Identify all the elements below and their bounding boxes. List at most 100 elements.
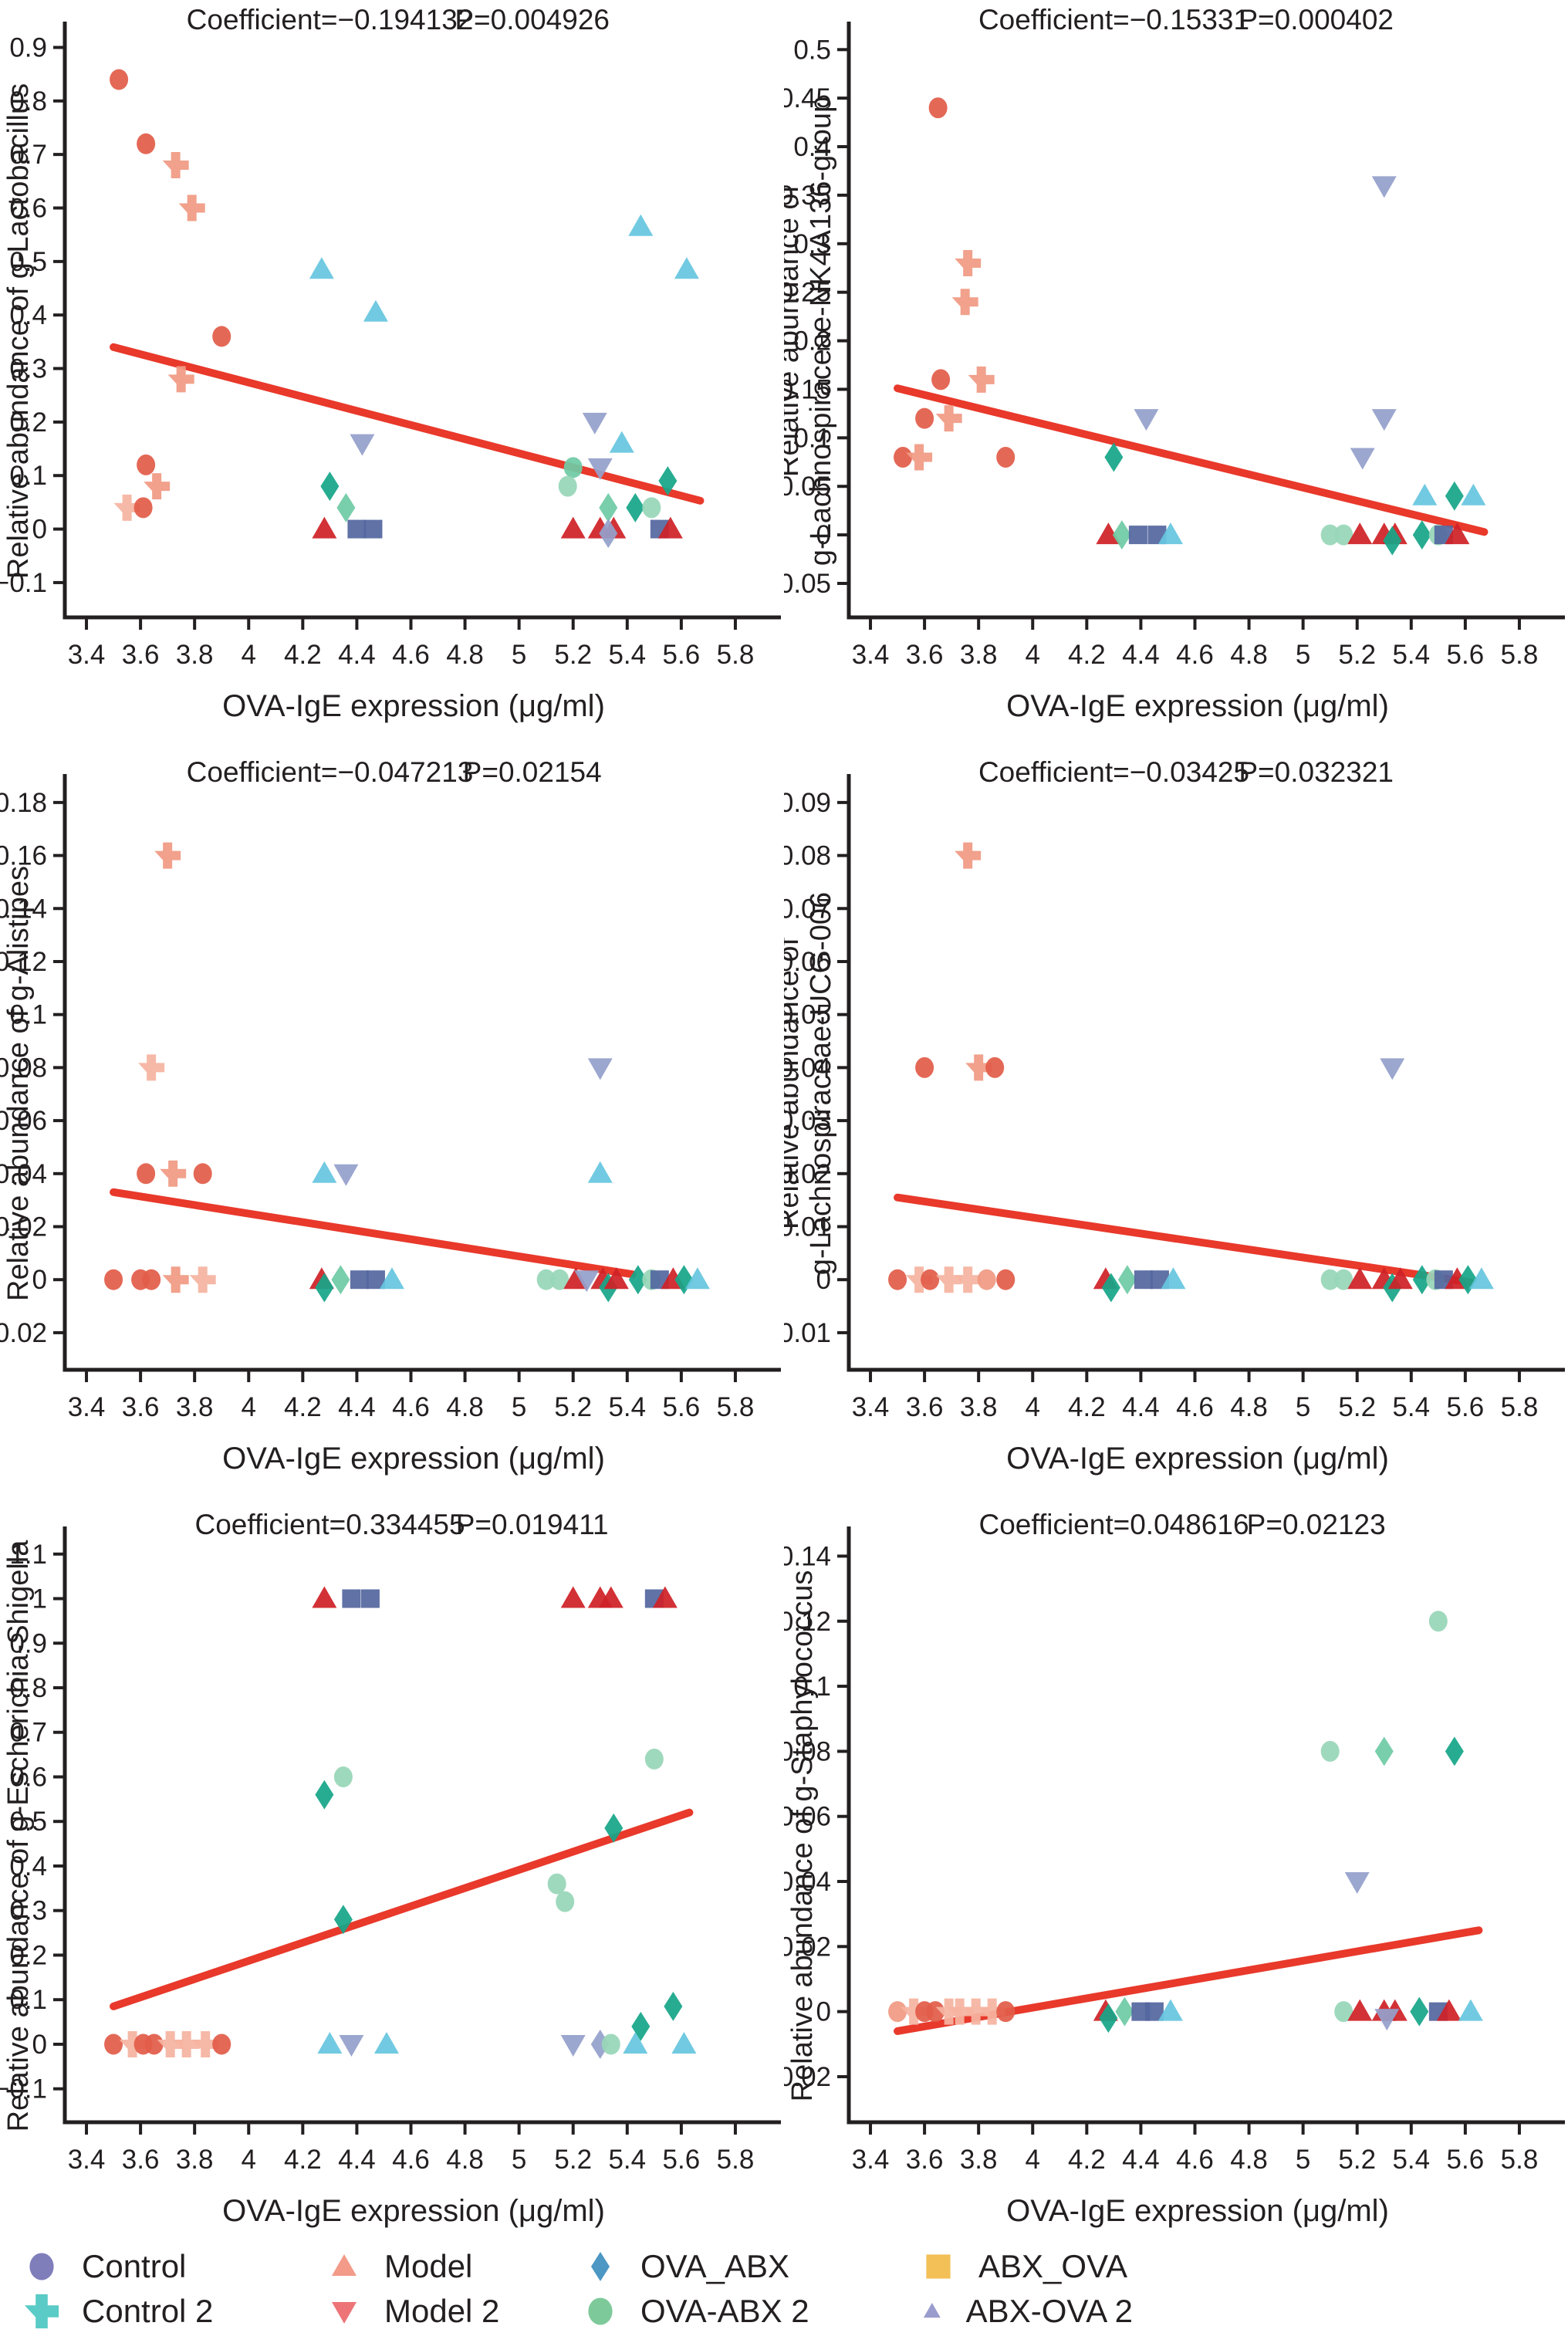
y-tick-label: 0.12 — [0, 947, 47, 977]
panel-pvalue-label: P=0.019411 — [456, 1509, 609, 1540]
x-tick-label: 3.8 — [176, 1392, 214, 1422]
legend-item-control-2: Control 2 — [22, 2291, 324, 2331]
y-tick-label: 0.06 — [784, 1802, 831, 1832]
circle-icon — [588, 2297, 613, 2325]
data-point — [1157, 1999, 1183, 2021]
y-tick-label: 0.1 — [9, 1000, 47, 1030]
data-point — [985, 1056, 1005, 1078]
y-tick-label: 0.01 — [784, 1212, 831, 1242]
y-tick-label: 0.2 — [9, 1940, 47, 1970]
y-tick-label: −0.01 — [784, 1318, 831, 1348]
y-tick-label: 0.06 — [0, 1106, 47, 1136]
x-axis-title: OVA-IgE expression (μg/ml) — [1006, 2194, 1389, 2228]
data-point — [360, 1589, 380, 1608]
x-tick-label: 4.8 — [446, 2145, 484, 2175]
y-tick-label: 0.08 — [0, 1053, 47, 1083]
y-tick-label: 0.02 — [784, 1159, 831, 1189]
diamond-icon — [591, 2252, 610, 2281]
x-tick-label: 5.2 — [554, 1392, 592, 1422]
x-tick-label: 5.6 — [663, 1392, 701, 1422]
legend-item-ova-abx-2: OVA-ABX 2 — [580, 2291, 918, 2331]
data-point — [312, 1161, 337, 1183]
x-tick-label: 3.8 — [960, 2145, 998, 2175]
x-tick-label: 3.4 — [852, 2145, 890, 2175]
data-point — [113, 494, 140, 521]
data-point — [1350, 448, 1375, 470]
data-point — [157, 2030, 184, 2057]
x-tick-label: 5.2 — [1338, 640, 1376, 670]
data-point — [1374, 1736, 1394, 1766]
data-point — [104, 2033, 123, 2055]
data-point — [144, 473, 171, 500]
y-tick-label: 0 — [32, 515, 47, 545]
y-tick-label: 0.04 — [784, 1053, 831, 1083]
x-tick-label: 4.2 — [284, 1392, 322, 1422]
x-tick-label: 5.4 — [1392, 2145, 1430, 2175]
legend-label: Control 2 — [82, 2293, 214, 2329]
x-tick-label: 3.8 — [176, 640, 214, 670]
square-icon — [926, 2254, 951, 2279]
x-tick-label: 4.4 — [338, 2145, 376, 2175]
x-tick-label: 4 — [1026, 2145, 1040, 2175]
y-tick-label: 0.4 — [9, 1851, 47, 1881]
y-tick-label: 0.09 — [784, 788, 831, 818]
y-tick-label: 0.04 — [784, 1867, 831, 1897]
circle-legend-icon — [588, 2297, 613, 2325]
y-tick-label: 0.2 — [9, 407, 47, 438]
data-point — [921, 1269, 940, 1290]
data-point — [1468, 1267, 1494, 1290]
y-axis-title: g-Lachnospiraceae-NK4A136-group — [805, 96, 837, 566]
data-point — [1461, 483, 1486, 505]
data-point — [996, 1269, 1015, 1290]
data-point — [623, 2031, 648, 2054]
x-tick-label: 4.4 — [1122, 2145, 1160, 2175]
data-point — [1101, 1273, 1120, 1303]
y-tick-label: 0.3 — [9, 1896, 47, 1926]
data-point — [888, 1269, 907, 1290]
x-tick-label: 3.8 — [960, 640, 998, 670]
x-tick-label: 5 — [512, 2145, 526, 2175]
data-point — [1334, 2001, 1353, 2023]
y-tick-label: 0 — [816, 1997, 831, 2027]
x-tick-label: 3.4 — [68, 2145, 106, 2175]
data-point — [312, 1586, 337, 1608]
data-point — [996, 446, 1015, 468]
data-point — [1428, 1611, 1448, 1632]
data-point — [189, 1266, 216, 1293]
x-tick-label: 4.6 — [392, 1392, 430, 1422]
x-tick-label: 4.4 — [338, 640, 376, 670]
circle-icon — [29, 2253, 54, 2280]
data-point — [137, 1163, 156, 1185]
data-point — [192, 2030, 219, 2057]
y-tick-label: 0.14 — [0, 894, 47, 924]
y-tick-label: 1 — [32, 1584, 47, 1614]
regression-line — [110, 1188, 637, 1279]
data-point — [1320, 524, 1340, 546]
tri-up-legend-icon — [332, 2254, 357, 2276]
data-point — [309, 257, 334, 279]
x-tick-label: 3.8 — [176, 2145, 214, 2175]
x-tick-label: 3.6 — [122, 1392, 160, 1422]
data-point — [977, 1269, 996, 1290]
panel-coefficient-label: Coefficient=−0.03425 — [978, 756, 1249, 788]
x-tick-label: 3.6 — [906, 1392, 944, 1422]
x-tick-label: 3.6 — [122, 2145, 160, 2175]
y-tick-label: 0.07 — [784, 894, 831, 924]
data-point — [212, 2033, 231, 2055]
x-tick-label: 4.2 — [1068, 640, 1106, 670]
x-tick-label: 5 — [1296, 1392, 1310, 1422]
data-point — [599, 519, 618, 549]
y-tick-label: −0.1 — [0, 2074, 47, 2104]
y-axis-title: Relative abundance of g-Staphylococcus — [786, 1570, 819, 2102]
y-tick-label: 0.15 — [784, 374, 831, 404]
data-point — [1383, 526, 1402, 556]
data-point — [1099, 2003, 1118, 2033]
x-tick-label: 4.8 — [1230, 640, 1268, 670]
data-point — [1128, 526, 1147, 545]
data-point — [642, 497, 661, 519]
x-tick-label: 3.4 — [68, 640, 106, 670]
x-tick-label: 5 — [512, 1392, 526, 1422]
data-point — [1445, 481, 1464, 511]
x-tick-label: 4 — [242, 2145, 256, 2175]
data-point — [154, 842, 181, 869]
